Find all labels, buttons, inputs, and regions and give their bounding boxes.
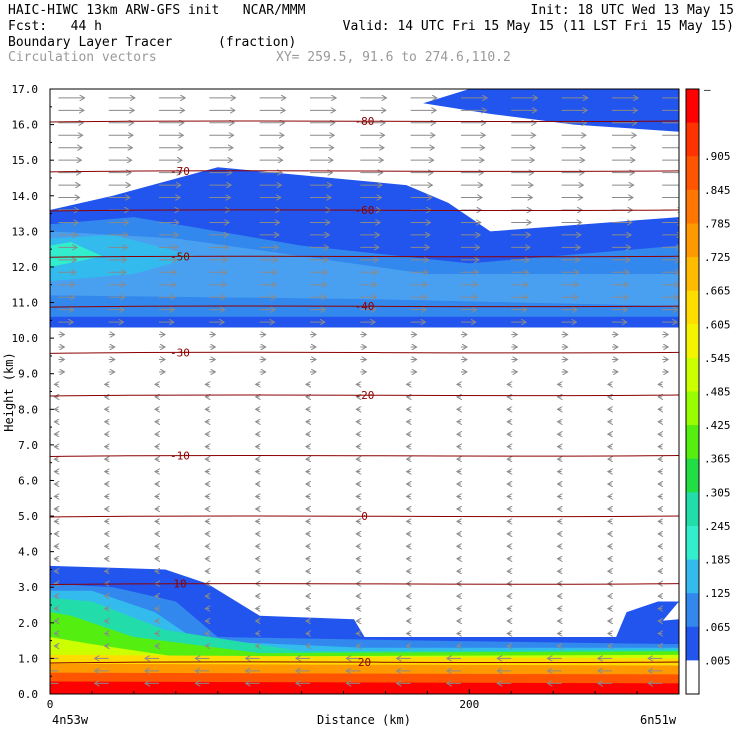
isotherm-line [50, 454, 679, 458]
y-axis: 0.0 1.0 2.0 3.0 4.0 5.0 6.0 7.0 8.0 9.0 10.0 11.0 12… [12, 83, 54, 701]
isotherm-line [50, 120, 679, 123]
y-axis-label: Height (km) [2, 352, 16, 431]
colorbar-label: .545 [704, 352, 731, 365]
colorbar-swatch [686, 290, 699, 325]
colorbar-label: .425 [704, 419, 731, 432]
isotherm-label: -40 [355, 300, 375, 313]
isotherm-line [50, 661, 679, 664]
isotherm-line [50, 209, 679, 212]
field-units: (fraction) [218, 35, 297, 50]
y-tick-label: 0.0 [18, 688, 38, 701]
upper-band-peak [50, 242, 103, 267]
y-tick-label: 10.0 [12, 332, 39, 345]
colorbar-label: .725 [704, 251, 731, 264]
isotherm-line [50, 394, 679, 397]
y-tick-label: 14.0 [12, 190, 39, 203]
colorbar-label: .485 [704, 386, 731, 399]
colorbar: – .905 .845 .785 .725 .665 .605 .545 .485 .425 .36… [685, 83, 731, 695]
colorbar-swatch [686, 593, 699, 628]
y-tick-label: 11.0 [12, 297, 39, 310]
colorbar-swatch [686, 458, 699, 493]
colorbar-label: .245 [704, 520, 731, 533]
colorbar-swatch [686, 660, 699, 695]
vector-field-name: Circulation vectors [8, 50, 157, 65]
colorbar-swatch [686, 189, 699, 224]
isotherm-label: -50 [170, 250, 190, 263]
colorbar-label: .845 [704, 184, 731, 197]
field-name: Boundary Layer Tracer [8, 35, 173, 50]
isotherm-line [50, 515, 679, 518]
x-tick-label: 200 [459, 698, 479, 711]
y-tick-label: 17.0 [12, 83, 39, 96]
isotherm-label: -70 [170, 165, 190, 178]
colorbar-swatch [686, 324, 699, 359]
cross-section-coords: XY= 259.5, 91.6 to 274.6,110.2 [276, 50, 511, 65]
isotherm-label: 10 [173, 578, 186, 591]
isotherm-label: -30 [170, 346, 190, 359]
isotherm-label: -20 [355, 389, 375, 402]
colorbar-swatch [686, 257, 699, 292]
colorbar-label: .785 [704, 217, 731, 230]
y-tick-label: 15.0 [12, 154, 39, 167]
isotherm-label: -60 [355, 204, 375, 217]
init-time: Init: 18 UTC Wed 13 May 15 [530, 3, 735, 18]
colorbar-frame [685, 88, 700, 695]
colorbar-swatch [686, 391, 699, 426]
colorbar-swatch [686, 525, 699, 561]
x-axis-label: Distance (km) [317, 713, 411, 727]
y-tick-label: 8.0 [18, 403, 38, 416]
forecast-hour: Fcst: 44 h [8, 19, 102, 34]
circulation-vectors [50, 98, 679, 683]
y-tick-label: 13.0 [12, 225, 39, 238]
colorbar-label: .305 [704, 486, 731, 499]
colorbar-label: .665 [704, 285, 731, 298]
bl-core [50, 681, 679, 694]
colorbar-label: .605 [704, 318, 731, 331]
isotherm-label: -10 [170, 450, 190, 463]
isotherm-line [50, 170, 679, 173]
isotherm-label: 0 [361, 510, 368, 523]
colorbar-label: .185 [704, 554, 731, 567]
colorbar-label: .005 [704, 654, 731, 667]
y-tick-label: 2.0 [18, 617, 38, 630]
isotherm-label: 20 [358, 656, 371, 669]
colorbar-swatch [686, 156, 699, 191]
y-tick-label: 4.0 [18, 546, 38, 559]
y-tick-label: 7.0 [18, 439, 38, 452]
colorbar-swatch [686, 223, 699, 258]
upper-band-inner [50, 231, 679, 307]
isotherm-line [50, 583, 679, 586]
colorbar-swatch [686, 559, 699, 594]
x-tick-label: 0 [47, 698, 54, 711]
isotherm-line [50, 351, 679, 354]
colorbar-swatch [686, 89, 699, 124]
y-tick-label: 5.0 [18, 510, 38, 523]
colorbar-swatch [686, 626, 699, 661]
colorbar-swatch [686, 425, 699, 460]
colorbar-swatch [686, 492, 699, 527]
isotherm-lines: 20 10 0 -10 -20 -30 -40 -50 -60 -70 -80 [50, 115, 679, 669]
y-tick-label: 3.0 [18, 581, 38, 594]
y-tick-label: 16.0 [12, 119, 39, 132]
colorbar-swatch [686, 122, 699, 157]
y-tick-label: 6.0 [18, 474, 38, 487]
isotherm-label: -80 [355, 115, 375, 128]
x-endpoint-left: 4n53w [52, 713, 89, 727]
y-tick-label: 9.0 [18, 368, 38, 381]
x-axis: 0 200 [47, 689, 638, 711]
colorbar-label: – [704, 83, 711, 96]
colorbar-label: .365 [704, 453, 731, 466]
colorbar-label: .125 [704, 587, 731, 600]
isotherm-line [50, 305, 679, 308]
x-endpoint-right: 6n51w [640, 713, 677, 727]
y-tick-label: 1.0 [18, 652, 38, 665]
y-tick-label: 12.0 [12, 261, 39, 274]
isotherm-line [50, 255, 679, 258]
model-title: HAIC-HIWC 13km ARW-GFS init NCAR/MMM [8, 3, 306, 18]
valid-time: Valid: 14 UTC Fri 15 May 15 (11 LST Fri … [342, 19, 734, 34]
colorbar-label: .905 [704, 150, 731, 163]
colorbar-swatch [686, 357, 699, 392]
colorbar-label: .065 [704, 621, 731, 634]
